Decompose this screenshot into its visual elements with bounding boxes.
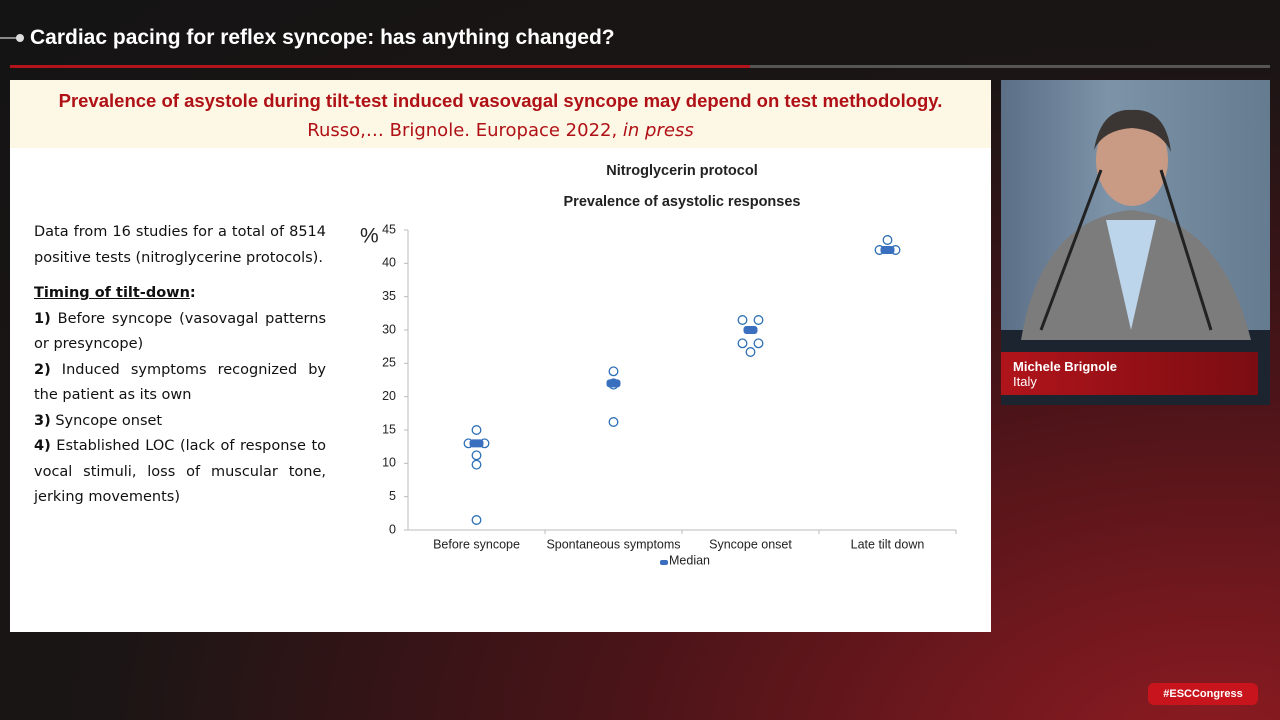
item-number: 2) <box>34 361 51 378</box>
median-marker <box>743 326 758 334</box>
chart: Nitroglycerin protocol Prevalence of asys… <box>360 163 957 567</box>
median-marker <box>469 439 484 448</box>
item-list: 1) Before syncope (vasovagal patterns or… <box>34 307 326 511</box>
item-text: Before syncope (vasovagal patterns or pr… <box>34 310 326 353</box>
list-item: 4) Established LOC (lack of response to … <box>34 434 326 511</box>
study-point <box>471 459 482 470</box>
median-marker <box>606 379 621 388</box>
name-plate: Michele Brignole Italy <box>1001 352 1258 395</box>
study-point <box>608 417 619 427</box>
citation-italic: in press <box>622 120 694 141</box>
study-point <box>745 347 756 357</box>
study-point <box>471 450 482 461</box>
study-point <box>753 315 764 325</box>
y-tick-label: 35 <box>382 289 396 303</box>
decor <box>16 34 24 42</box>
y-tick-label: 0 <box>389 522 396 536</box>
list-item: 3) Syncope onset <box>34 409 326 435</box>
median-marker <box>880 246 895 254</box>
item-number: 1) <box>34 310 51 327</box>
x-tick-label: Spontaneous symptoms <box>546 537 680 551</box>
y-tick-label: 40 <box>382 256 396 270</box>
item-number: 3) <box>34 412 51 429</box>
heading: Timing of tilt-down: <box>34 281 326 307</box>
list-item: 1) Before syncope (vasovagal patterns or… <box>34 307 326 358</box>
x-tick-label: Late tilt down <box>851 537 925 551</box>
y-tick-label: 5 <box>389 489 396 503</box>
citation-text: Russo,… Brignole. Europace 2022, <box>307 120 623 141</box>
slide-title: Prevalence of asystole during tilt-test … <box>58 90 943 111</box>
study-point <box>753 338 764 349</box>
hashtag: #ESCCongress <box>1148 683 1258 705</box>
legend-marker <box>660 560 668 565</box>
legend-label: Median <box>669 553 710 567</box>
intro: Data from 16 studies for a total of 8514… <box>34 224 326 266</box>
study-point <box>608 366 619 377</box>
y-tick-label: 10 <box>382 456 396 470</box>
y-tick-label: 30 <box>382 322 396 336</box>
y-tick-label: 25 <box>382 356 396 370</box>
progress-track <box>750 65 1270 68</box>
x-tick-label: Before syncope <box>433 537 520 551</box>
item-text: Established LOC (lack of response to voc… <box>34 438 326 505</box>
study-point <box>882 235 893 245</box>
y-tick-label: 45 <box>382 222 396 236</box>
chart-title: Nitroglycerin protocol <box>606 163 757 179</box>
slide-header: Prevalence of asystole during tilt-test … <box>10 80 991 148</box>
speaker-country: Italy <box>1013 374 1037 389</box>
study-point <box>471 515 482 525</box>
y-tick-label: 15 <box>382 422 396 436</box>
heading-suffix: : <box>189 285 196 301</box>
chart-subtitle: Prevalence of asystolic responses <box>564 194 801 210</box>
study-point <box>737 315 748 325</box>
study-point <box>737 338 748 349</box>
list-item: 2) Induced symptoms recognized by the pa… <box>34 358 326 409</box>
study-point <box>471 425 482 435</box>
item-text: Syncope onset <box>55 412 163 429</box>
progress-line <box>10 65 750 68</box>
slide: Prevalence of asystole during tilt-test … <box>10 80 991 632</box>
session-title: Cardiac pacing for reflex syncope: has a… <box>30 26 615 49</box>
y-tick-label: 20 <box>382 389 396 403</box>
item-text: Induced symptoms recognized by the patie… <box>34 361 327 404</box>
x-tick-label: Syncope onset <box>709 537 792 551</box>
item-number: 4) <box>34 438 51 454</box>
speaker-name: Michele Brignole <box>1013 359 1118 374</box>
slide-text: Data from 16 studies for a total of 8514… <box>34 220 326 511</box>
heading-text: Timing of tilt-down <box>34 285 190 301</box>
citation: Russo,… Brignole. Europace 2022, in pres… <box>10 120 991 141</box>
y-axis-label: % <box>360 225 379 248</box>
decor <box>0 37 20 39</box>
